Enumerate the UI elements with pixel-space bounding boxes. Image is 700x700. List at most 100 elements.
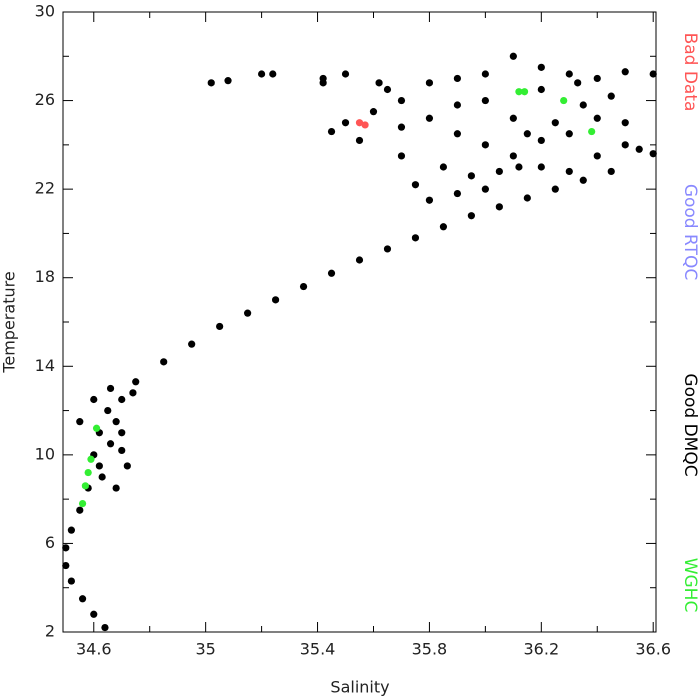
y-tick-label: 6 [45,533,55,552]
data-point [520,88,529,96]
data-point [341,70,350,78]
data-point [579,176,587,184]
data-point [123,462,131,470]
data-point [439,163,448,171]
data-point [62,561,70,570]
data-point [481,70,489,78]
legend-entry: Good RTQC [680,184,700,280]
data-point [565,130,573,138]
data-point [649,150,657,158]
data-point [355,136,364,145]
data-point [375,79,383,87]
x-tick-label: 35.4 [300,640,336,659]
data-point [551,119,559,127]
data-point [87,455,95,463]
data-point [76,418,84,426]
data-point [118,395,126,404]
y-tick-label: 22 [35,179,55,198]
data-point [383,245,392,253]
x-tick-label: 35 [195,640,215,659]
legend-entry: Good DMQC [680,373,700,476]
data-point [453,74,462,83]
data-point [467,172,475,180]
data-point [397,123,406,131]
data-point [216,322,224,331]
data-point [90,610,98,618]
data-point [439,223,448,231]
data-point [453,130,462,138]
data-point [621,141,629,149]
data-point [481,96,489,105]
data-point [607,167,615,176]
data-point [62,544,70,552]
data-point [112,418,120,426]
data-point [118,446,126,455]
data-point [299,282,308,291]
data-point [565,167,573,176]
data-point [397,152,406,160]
data-point [593,114,601,122]
x-tick-label: 36.6 [635,640,671,659]
data-point [425,114,434,122]
y-tick-label: 18 [35,267,55,286]
x-tick-label: 36.2 [524,640,560,659]
data-point [112,484,120,492]
data-point [537,136,545,145]
data-point [244,309,252,317]
data-point [495,203,503,211]
data-point [397,96,406,105]
data-point [355,256,364,264]
data-point [118,429,126,437]
data-point [106,440,115,448]
data-point [95,462,103,470]
data-point [523,130,531,138]
legend: Bad Data Good RTQC Good DMQC WGHC [680,33,700,613]
data-point [327,269,336,277]
data-point [635,145,643,153]
data-point [565,70,573,78]
data-point [621,119,629,127]
data-point [271,296,280,304]
data-point [369,108,378,116]
data-point [411,234,420,242]
data-point [425,79,434,87]
plot-frame [62,11,657,633]
y-tick-label: 30 [35,2,55,21]
data-point [588,127,596,136]
data-point [515,88,523,96]
data-point [593,152,601,160]
y-tick-label: 10 [35,444,55,463]
data-point [523,194,531,202]
data-point [98,473,106,481]
data-point [560,96,568,105]
data-point [92,424,101,432]
data-point [78,499,87,508]
y-tick-label: 14 [35,356,55,375]
data-point [132,378,140,386]
data-point [341,119,350,127]
data-point [453,189,462,198]
data-point [649,70,657,78]
data-point [593,74,601,83]
data-point [84,468,92,477]
data-point [106,384,115,393]
data-point [67,526,75,534]
data-point [495,167,503,176]
data-point [81,482,89,490]
x-axis-label: Salinity [330,678,389,697]
data-point [425,196,434,204]
data-point [579,101,587,109]
data-point [509,114,517,122]
data-point [76,506,84,514]
data-point [224,77,232,85]
data-point [188,340,196,348]
y-tick-label: 26 [35,90,55,109]
data-point [537,163,545,171]
data-point [509,152,517,160]
data-point [269,70,277,78]
data-point [129,389,137,397]
data-point [78,595,87,603]
data-point [319,79,327,87]
data-point [355,119,364,127]
